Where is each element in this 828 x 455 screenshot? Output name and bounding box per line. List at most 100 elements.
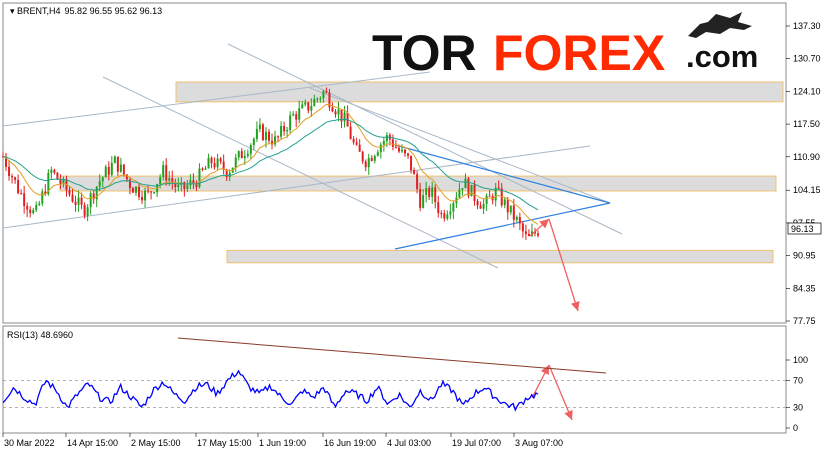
- candle: [249, 143, 252, 160]
- rsi-down-arrow: [548, 364, 573, 421]
- rsi-tick-label: 70: [793, 375, 803, 385]
- candle: [319, 96, 322, 103]
- candle: [527, 229, 530, 237]
- candle-body: [14, 177, 17, 180]
- candle: [437, 195, 440, 218]
- candle: [286, 126, 289, 138]
- candle-body: [44, 191, 47, 195]
- candle-body: [168, 178, 171, 181]
- candle-body: [407, 153, 410, 156]
- candle: [14, 176, 17, 184]
- logo-forex: FOREX: [493, 25, 665, 81]
- rsi-tick-label: 100: [793, 355, 808, 365]
- candle-body: [446, 214, 449, 219]
- candle-body: [219, 158, 222, 162]
- candle-body: [110, 163, 113, 175]
- candle: [104, 164, 107, 178]
- candle-body: [119, 164, 122, 172]
- candle-body: [304, 102, 307, 105]
- candle-body: [352, 139, 355, 143]
- candle: [246, 149, 249, 159]
- ema-fast-line: [2, 103, 539, 225]
- candle-body: [370, 158, 373, 161]
- candle-body: [271, 140, 274, 145]
- candle: [334, 109, 337, 118]
- x-tick-label: 30 Mar 2022: [4, 438, 55, 448]
- candle-body: [171, 178, 174, 183]
- candle-body: [186, 185, 189, 189]
- candle: [325, 87, 328, 94]
- candle-body: [518, 217, 521, 224]
- candle: [473, 180, 476, 206]
- candle: [141, 190, 144, 204]
- x-tick-label: 4 Jul 03:00: [387, 438, 431, 448]
- trend-lines: [2, 43, 623, 269]
- candle: [101, 176, 104, 188]
- candle-body: [71, 194, 74, 202]
- candle-body: [62, 179, 65, 184]
- candle-body: [189, 180, 192, 186]
- candle: [316, 97, 319, 103]
- price-tick-label: 77.75: [793, 316, 816, 326]
- moving-averages: [2, 103, 539, 225]
- candle-body: [68, 190, 71, 195]
- candle-body: [515, 217, 518, 220]
- candle-body: [86, 207, 89, 216]
- candle-body: [298, 108, 301, 120]
- candle-body: [237, 151, 240, 158]
- candle: [234, 153, 237, 173]
- candle-body: [452, 203, 455, 212]
- rsi-tick-label: 0: [793, 423, 798, 433]
- candle: [237, 150, 240, 161]
- candle: [50, 166, 53, 179]
- candle: [174, 178, 177, 193]
- candle: [404, 148, 407, 157]
- rsi-trendline: [177, 337, 607, 374]
- forecast-arrows: [529, 218, 580, 421]
- rsi-panel-frame: [2, 325, 787, 434]
- candle: [128, 176, 131, 195]
- candle: [271, 133, 274, 150]
- candle-body: [277, 136, 280, 138]
- candle: [364, 159, 367, 172]
- price-tick-label: 104.15: [793, 185, 821, 195]
- candle-body: [98, 181, 101, 187]
- candle-body: [116, 156, 119, 172]
- price-tick-label: 117.50: [793, 119, 820, 129]
- candle-body: [131, 188, 134, 193]
- candle: [494, 182, 497, 207]
- candle: [440, 210, 443, 219]
- candle: [361, 150, 364, 165]
- candle: [68, 186, 71, 197]
- candle-body: [59, 179, 62, 184]
- candle: [425, 181, 428, 203]
- candle: [337, 101, 340, 122]
- candle: [162, 160, 165, 181]
- candle: [150, 190, 153, 200]
- candle: [431, 181, 434, 204]
- candle: [446, 210, 449, 221]
- candle: [458, 182, 461, 199]
- candle-body: [506, 199, 509, 213]
- channel-line: [2, 71, 431, 127]
- candle-body: [524, 231, 527, 234]
- rsi-tick-label: 30: [793, 403, 803, 413]
- candle: [274, 130, 277, 147]
- candle-body: [80, 197, 83, 205]
- candle-body: [482, 203, 485, 209]
- candle: [310, 98, 313, 117]
- candle: [267, 128, 270, 144]
- candle: [17, 174, 20, 195]
- candle-body: [340, 109, 343, 122]
- candle-body: [494, 187, 497, 201]
- candle-body: [249, 145, 252, 154]
- candle-body: [207, 157, 210, 169]
- candle: [210, 156, 213, 169]
- candle-body: [397, 147, 400, 152]
- candle: [252, 137, 255, 150]
- candle: [171, 170, 174, 190]
- candle: [35, 201, 38, 212]
- candle-body: [213, 163, 216, 168]
- candle: [391, 134, 394, 151]
- candle-body: [467, 178, 470, 197]
